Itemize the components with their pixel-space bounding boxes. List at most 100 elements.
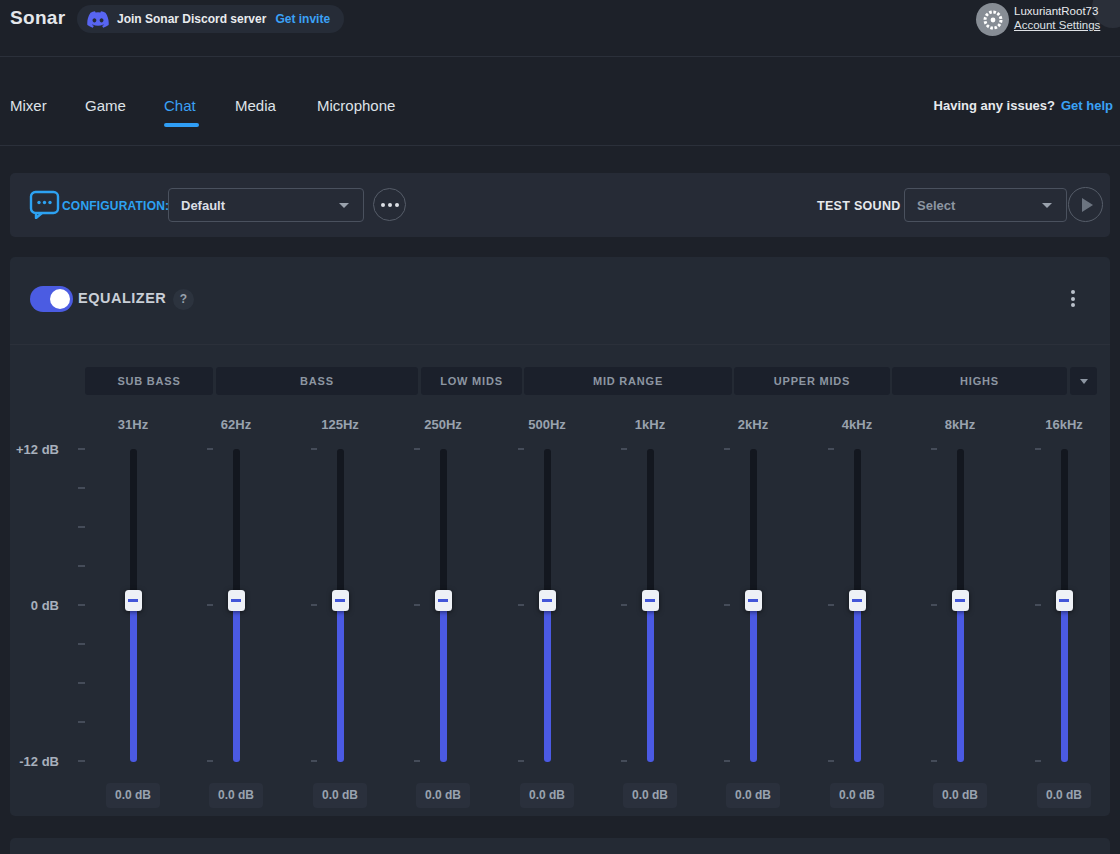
band-slider-fill — [957, 611, 964, 762]
tab-media[interactable]: Media — [235, 97, 276, 114]
band-frequency-label: 4kHz — [805, 417, 909, 432]
band-slider-handle[interactable] — [332, 590, 349, 611]
band-value: 0.0 dB — [106, 783, 160, 808]
equalizer-title: EQUALIZER — [78, 290, 166, 306]
chat-bubble-icon — [29, 190, 60, 219]
band-value: 0.0 dB — [209, 783, 263, 808]
eq-band-column: 500Hz 0.0 dB — [495, 407, 599, 817]
next-section-panel — [10, 838, 1110, 854]
band-slider-fill — [647, 611, 654, 762]
account-username: LuxuriantRoot73 — [1014, 5, 1098, 17]
test-sound-value: Select — [917, 198, 1042, 213]
band-slider-fill — [440, 611, 447, 762]
chevron-down-icon — [339, 203, 349, 208]
eq-band-column: 250Hz 0.0 dB — [391, 407, 495, 817]
band-value: 0.0 dB — [933, 783, 987, 808]
equalizer-help-icon[interactable]: ? — [173, 289, 194, 310]
band-frequency-label: 125Hz — [288, 417, 392, 432]
band-value: 0.0 dB — [726, 783, 780, 808]
discord-icon — [87, 11, 109, 28]
band-group-highs[interactable]: HIGHS — [892, 367, 1067, 395]
eq-band-column: 31Hz 0.0 dB — [81, 407, 185, 817]
eq-band-column: 8kHz 0.0 dB — [908, 407, 1012, 817]
band-slider-fill — [130, 611, 137, 762]
equalizer-header-divider — [10, 344, 1110, 345]
discord-invite-link[interactable]: Get invite — [275, 12, 330, 26]
equalizer-toggle[interactable] — [30, 286, 73, 312]
app-title: Sonar — [10, 7, 65, 29]
band-value: 0.0 dB — [520, 783, 574, 808]
band-value: 0.0 dB — [313, 783, 367, 808]
eq-band-column: 4kHz 0.0 dB — [805, 407, 909, 817]
band-slider-handle[interactable] — [1056, 590, 1073, 611]
play-test-sound-button[interactable] — [1068, 187, 1103, 222]
band-group-mid-range[interactable]: MID RANGE — [524, 367, 732, 395]
band-value: 0.0 dB — [1037, 783, 1091, 808]
steelseries-logo-icon — [980, 7, 1006, 33]
band-slider-fill — [233, 611, 240, 762]
chevron-down-icon — [1080, 379, 1088, 384]
chevron-down-icon — [1042, 203, 1052, 208]
equalizer-menu-button[interactable] — [1071, 290, 1075, 307]
eq-band-column: 1kHz 0.0 dB — [598, 407, 702, 817]
band-slider-fill — [854, 611, 861, 762]
band-slider-fill — [544, 611, 551, 762]
tab-mixer[interactable]: Mixer — [10, 97, 47, 114]
band-frequency-label: 16kHz — [1012, 417, 1116, 432]
band-frequency-label: 8kHz — [908, 417, 1012, 432]
get-help-link[interactable]: Get help — [1061, 98, 1113, 113]
help-area: Having any issues? Get help — [934, 98, 1113, 113]
discord-banner-text: Join Sonar Discord server — [117, 12, 266, 26]
band-value: 0.0 dB — [830, 783, 884, 808]
more-options-button[interactable] — [373, 188, 406, 221]
configuration-value: Default — [181, 198, 339, 213]
play-icon — [1082, 198, 1093, 212]
band-slider-handle[interactable] — [125, 590, 142, 611]
band-frequency-label: 250Hz — [391, 417, 495, 432]
band-slider-handle[interactable] — [539, 590, 556, 611]
band-group-sub-bass[interactable]: SUB BASS — [85, 367, 213, 395]
account-settings-link[interactable]: Account Settings — [1014, 19, 1100, 31]
eq-band-column: 125Hz 0.0 dB — [288, 407, 392, 817]
band-slider-handle[interactable] — [228, 590, 245, 611]
tabs-divider — [0, 145, 1120, 146]
discord-banner[interactable]: Join Sonar Discord server Get invite — [77, 5, 344, 33]
band-frequency-label: 31Hz — [81, 417, 185, 432]
band-frequency-label: 62Hz — [184, 417, 288, 432]
band-frequency-label: 2kHz — [701, 417, 805, 432]
eq-band-column: 2kHz 0.0 dB — [701, 407, 805, 817]
band-slider-handle[interactable] — [435, 590, 452, 611]
band-slider-handle[interactable] — [849, 590, 866, 611]
band-slider-handle[interactable] — [642, 590, 659, 611]
band-value: 0.0 dB — [416, 783, 470, 808]
configuration-label: CONFIGURATION: — [62, 199, 169, 213]
configuration-bar: CONFIGURATION: Default TEST SOUND Select — [10, 173, 1110, 237]
band-slider-fill — [337, 611, 344, 762]
test-sound-select[interactable]: Select — [904, 188, 1067, 222]
band-group-bass[interactable]: BASS — [216, 367, 418, 395]
band-group-upper-mids[interactable]: UPPER MIDS — [734, 367, 890, 395]
active-tab-indicator — [164, 123, 199, 127]
configuration-select[interactable]: Default — [168, 188, 364, 222]
band-group-dropdown-button[interactable] — [1070, 367, 1097, 395]
band-value: 0.0 dB — [623, 783, 677, 808]
eq-band-column: 16kHz 0.0 dB — [1012, 407, 1116, 817]
top-divider — [0, 56, 1120, 57]
test-sound-label: TEST SOUND — [817, 199, 901, 213]
band-frequency-label: 1kHz — [598, 417, 702, 432]
band-group-low-mids[interactable]: LOW MIDS — [421, 367, 522, 395]
band-slider-fill — [750, 611, 757, 762]
band-frequency-label: 500Hz — [495, 417, 599, 432]
avatar[interactable] — [976, 3, 1009, 36]
axis-label-mid: 0 dB — [10, 598, 59, 613]
tab-game[interactable]: Game — [85, 97, 126, 114]
eq-band-column: 62Hz 0.0 dB — [184, 407, 288, 817]
band-slider-handle[interactable] — [952, 590, 969, 611]
band-slider-handle[interactable] — [745, 590, 762, 611]
axis-label-max: +12 dB — [10, 442, 59, 457]
tab-microphone[interactable]: Microphone — [317, 97, 395, 114]
issues-text: Having any issues? — [934, 98, 1055, 113]
tab-chat[interactable]: Chat — [164, 97, 196, 114]
equalizer-panel: EQUALIZER ? SUB BASS BASS LOW MIDS MID R… — [10, 257, 1110, 816]
band-slider-fill — [1061, 611, 1068, 762]
